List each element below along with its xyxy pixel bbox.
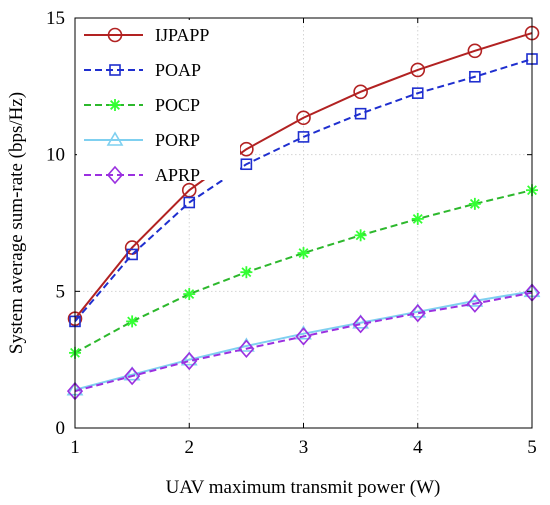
- series-line: [74, 189, 533, 354]
- y-tick-label: 5: [56, 281, 66, 302]
- data-point-asterisk: [183, 288, 196, 301]
- legend-label: POCP: [155, 95, 200, 115]
- legend-item: POCP: [84, 95, 200, 115]
- data-point-asterisk: [411, 212, 424, 225]
- series-line: [74, 290, 533, 391]
- asterisk-stroke: [127, 316, 138, 327]
- data-point-asterisk: [240, 266, 253, 279]
- asterisk-stroke: [469, 198, 480, 209]
- legend-label: APRP: [155, 165, 200, 185]
- data-point-diamond: [352, 314, 369, 334]
- data-point-triangle: [352, 314, 370, 329]
- asterisk-stroke: [298, 248, 309, 259]
- legend-item: PORP: [84, 130, 200, 150]
- series-line: [74, 291, 533, 393]
- ticks: 1 2 3 4 5 0 5 10 15: [46, 8, 537, 458]
- asterisk-stroke: [184, 289, 195, 300]
- asterisk-stroke: [110, 100, 120, 110]
- y-tick-label: 10: [46, 145, 65, 166]
- data-point-asterisk: [126, 315, 139, 328]
- data-point-diamond: [181, 351, 198, 371]
- data-point-circle: [181, 182, 197, 198]
- data-point-square: [469, 70, 481, 83]
- data-point-square: [183, 196, 196, 209]
- x-axis-label: UAV maximum transmit power (W): [166, 477, 441, 498]
- data-point-asterisk: [297, 247, 310, 260]
- data-point-diamond: [409, 303, 426, 323]
- data-point-square: [109, 64, 121, 76]
- x-tick-label: 5: [527, 437, 537, 458]
- series-line: [74, 58, 533, 323]
- asterisk-stroke: [412, 213, 423, 224]
- data-point-triangle: [409, 303, 427, 318]
- data-point-circle: [107, 27, 123, 43]
- legend-label: POAP: [155, 60, 201, 80]
- data-point-square: [240, 158, 253, 171]
- data-point-circle: [467, 43, 483, 59]
- series-line: [74, 32, 533, 320]
- data-point-diamond: [295, 327, 312, 346]
- data-point-triangle: [180, 351, 198, 366]
- data-point-diamond: [238, 339, 255, 358]
- legend-item: APRP: [84, 165, 200, 185]
- x-tick-label: 4: [413, 437, 423, 458]
- data-point-circle: [353, 84, 368, 100]
- legend-box: [77, 20, 240, 180]
- data-point-asterisk: [109, 99, 121, 111]
- data-point-circle: [410, 62, 426, 78]
- data-point-diamond: [466, 294, 483, 313]
- data-point-triangle: [123, 366, 141, 381]
- asterisk-stroke: [241, 267, 252, 278]
- data-point-diamond: [124, 366, 141, 386]
- data-point-square: [126, 248, 138, 261]
- legend: IJPAPP POAP POCP PORP APRP: [77, 20, 240, 185]
- data-point-diamond: [106, 165, 124, 185]
- x-tick-label: 2: [185, 437, 195, 458]
- data-point-asterisk: [354, 229, 367, 242]
- series-poap: [69, 53, 538, 328]
- data-point-circle: [296, 110, 311, 126]
- legend-item: POAP: [84, 60, 201, 80]
- y-tick-label: 0: [56, 418, 66, 439]
- x-tick-label: 1: [70, 437, 80, 458]
- data-point-triangle: [106, 131, 124, 146]
- asterisk-stroke: [355, 230, 366, 241]
- legend-label: PORP: [155, 130, 200, 150]
- data-point-square: [354, 107, 367, 120]
- data-point-square: [297, 131, 310, 143]
- x-tick-label: 3: [299, 437, 309, 458]
- legend-item: IJPAPP: [84, 25, 209, 45]
- y-axis-label: System average sum-rate (bps/Hz): [6, 92, 27, 354]
- legend-label: IJPAPP: [155, 25, 209, 45]
- y-tick-label: 15: [46, 8, 65, 29]
- data-point-asterisk: [468, 197, 481, 210]
- data-point-square: [411, 87, 424, 99]
